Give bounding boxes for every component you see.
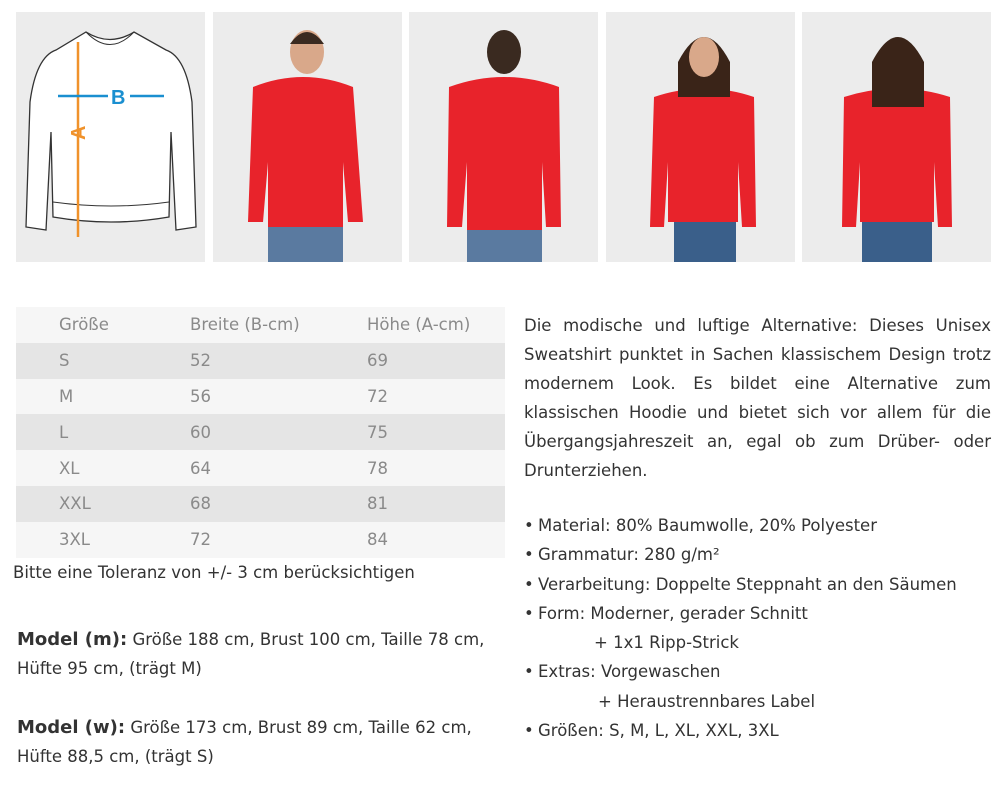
height-label: A	[68, 126, 90, 140]
feature-text: Material: 80% Baumwolle, 20% Polyester	[538, 516, 877, 535]
table-row: L 60 75	[16, 414, 505, 451]
feature-continuation: + Heraustrennbares Label	[598, 691, 816, 711]
cell: 60	[190, 422, 211, 442]
cell: M	[59, 386, 74, 406]
feature-item: • Größen: S, M, L, XL, XXL, 3XL	[524, 721, 779, 741]
product-description: Die modische und luftige Alternative: Di…	[524, 316, 991, 480]
feature-item: • Form: Moderner, gerader Schnitt	[524, 603, 808, 623]
model-m-back-image	[409, 12, 598, 262]
feature-list: • Material: 80% Baumwolle, 20% Polyester …	[524, 511, 957, 745]
cell: 52	[190, 351, 211, 371]
feature-item: • Material: 80% Baumwolle, 20% Polyester	[524, 516, 877, 535]
feature-text: Extras: Vorgewaschen	[538, 662, 721, 682]
feature-continuation: + 1x1 Ripp-Strick	[594, 633, 739, 653]
tolerance-note: Bitte eine Toleranz von +/- 3 cm berücks…	[13, 563, 415, 582]
cell: 69	[367, 351, 388, 371]
cell: XL	[59, 458, 80, 478]
cell: 64	[190, 458, 211, 478]
cell: XXL	[59, 494, 91, 514]
cell: 3XL	[59, 530, 90, 550]
model-m-front-image	[213, 12, 402, 262]
model-w-back-image	[802, 12, 991, 262]
model-m-line2: Hüfte 95 cm, (trägt M)	[17, 659, 202, 678]
feature-text: Grammatur: 280 g/m²	[538, 545, 720, 565]
feature-text: Form: Moderner, gerader Schnitt	[538, 603, 808, 623]
model-w-line2: Hüfte 88,5 cm, (trägt S)	[17, 747, 214, 766]
feature-text: Größen: S, M, L, XL, XXL, 3XL	[538, 721, 779, 741]
model-m-label: Model (m):	[17, 629, 128, 650]
table-row: XL 64 78	[16, 450, 505, 486]
model-w-label: Model (w):	[17, 717, 126, 738]
header-cell: Höhe (A-cm)	[367, 315, 471, 335]
cell: 68	[190, 494, 211, 514]
header-cell: Breite (B-cm)	[190, 315, 300, 335]
feature-item: • Extras: Vorgewaschen	[524, 662, 721, 682]
model-w-info: Model (w): Größe 173 cm, Brust 89 cm, Ta…	[17, 713, 507, 771]
cell: L	[59, 422, 69, 442]
table-row: XXL 68 81	[16, 485, 505, 522]
model-m-line1: Größe 188 cm, Brust 100 cm, Taille 78 cm…	[127, 630, 485, 649]
cell: 56	[190, 386, 211, 406]
width-label: B	[111, 87, 125, 109]
feature-text: Verarbeitung: Doppelte Steppnaht an den …	[538, 574, 957, 594]
model-w-line1: Größe 173 cm, Brust 89 cm, Taille 62 cm,	[125, 718, 472, 737]
feature-item: • Verarbeitung: Doppelte Steppnaht an den…	[524, 574, 957, 594]
model-w-front-image	[606, 12, 795, 262]
cell: 84	[367, 530, 388, 550]
table-row: M 56 72	[16, 378, 505, 415]
cell: 72	[190, 530, 211, 550]
size-table: Größe Breite (B-cm) Höhe (A-cm) S 52 69 M 5…	[16, 307, 505, 558]
table-row: 3XL 72 84	[16, 521, 505, 558]
table-row: S 52 69	[16, 342, 505, 379]
cell: 75	[367, 422, 388, 442]
feature-item: • Grammatur: 280 g/m²	[524, 545, 720, 565]
cell: 78	[367, 458, 388, 478]
model-m-info: Model (m): Größe 188 cm, Brust 100 cm, T…	[17, 625, 507, 683]
cell: 81	[367, 494, 388, 514]
header-cell: Größe	[59, 315, 109, 335]
size-diagram-image: A B	[16, 12, 205, 262]
cell: 72	[367, 386, 388, 406]
cell: S	[59, 351, 70, 371]
table-header: Größe Breite (B-cm) Höhe (A-cm)	[16, 307, 505, 343]
